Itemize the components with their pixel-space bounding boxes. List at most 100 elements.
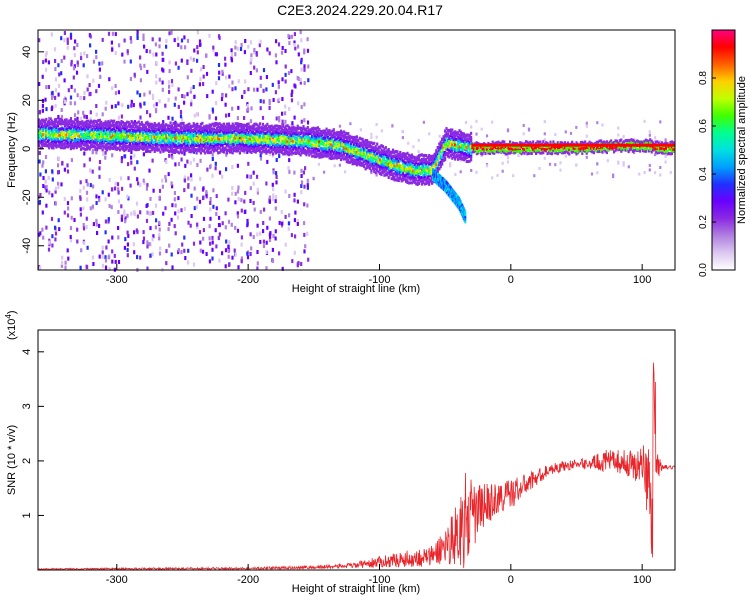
ridge-cell: [383, 147, 386, 151]
ridge-cell: [194, 142, 197, 146]
ridge-cell: [350, 140, 353, 144]
noise-cell: [247, 87, 250, 92]
ridge-cell: [40, 146, 44, 150]
ridge-cell: [267, 149, 270, 152]
ridge-cell: [188, 148, 191, 152]
ridge-cell: [381, 154, 384, 158]
ridge-cell: [366, 152, 369, 156]
noise-cell: [123, 59, 126, 64]
ridge-cell: [123, 138, 126, 142]
ridge-cell: [329, 144, 332, 148]
noise-cell: [108, 143, 111, 148]
noise-cell: [167, 172, 170, 177]
noise-cell: [293, 32, 296, 37]
noise-cell: [302, 170, 305, 175]
ridge-cell: [214, 139, 217, 143]
ridge-cell: [84, 122, 87, 126]
ridge-cell: [257, 140, 260, 144]
ridge-cell: [173, 135, 176, 139]
ridge-cell: [368, 154, 371, 158]
ridge-cell: [68, 142, 71, 146]
noise-cell: [290, 233, 293, 238]
noise-cell: [218, 35, 221, 40]
ridge-cell: [316, 141, 319, 145]
noise-cell: [617, 126, 620, 130]
noise-cell: [161, 57, 164, 62]
ridge-cell: [228, 150, 231, 154]
ridge-cell: [406, 172, 409, 176]
noise-cell: [173, 224, 176, 229]
ridge-cell: [274, 140, 278, 144]
ridge-cell: [202, 144, 205, 148]
ridge-cell: [192, 147, 195, 151]
ridge-cell: [335, 131, 338, 135]
ridge-cell: [113, 124, 116, 127]
noise-cell: [158, 44, 161, 49]
ridge-cell: [253, 142, 256, 146]
ridge-cell: [302, 125, 305, 129]
ridge-cell: [257, 138, 260, 142]
ridge-cell: [204, 146, 207, 150]
ridge-cell: [199, 142, 202, 145]
ridge-cell: [64, 136, 67, 140]
ridge-cell: [214, 146, 217, 150]
ridge-cell: [233, 138, 236, 142]
noise-cell: [281, 77, 284, 82]
ridge-cell: [287, 127, 291, 131]
noise-cell: [54, 237, 57, 242]
noise-cell: [181, 94, 184, 98]
ridge-cell: [425, 154, 428, 157]
noise-cell: [142, 236, 146, 241]
ridge-cell: [331, 137, 334, 141]
noise-cell: [417, 150, 420, 154]
noise-cell: [89, 206, 92, 211]
ridge-cell: [374, 167, 377, 171]
ridge-cell: [315, 155, 318, 159]
ridge-cell: [247, 142, 250, 146]
ridge-cell: [389, 160, 392, 164]
ridge-cell: [179, 146, 182, 150]
ridge-cell: [276, 143, 279, 146]
noise-cell: [323, 170, 326, 174]
ridge-cell: [338, 154, 341, 158]
ridge-cell: [225, 131, 228, 135]
ridge-cell: [159, 150, 162, 154]
ridge-cell: [91, 134, 94, 138]
ridge-cell: [175, 143, 178, 147]
ridge-cell: [65, 133, 68, 137]
ridge-cell: [238, 124, 241, 128]
ridge-cell: [209, 143, 213, 147]
ridge-cell: [351, 162, 354, 166]
ridge-cell: [157, 125, 161, 129]
ridge-cell: [270, 134, 273, 138]
ridge-cell: [328, 156, 331, 160]
ridge-cell: [240, 129, 243, 133]
noise-cell: [111, 259, 114, 264]
noise-cell: [142, 152, 145, 157]
ridge-cell: [140, 132, 143, 136]
noise-cell: [91, 150, 94, 155]
ridge-cell: [347, 149, 350, 153]
ridge-cell: [231, 131, 234, 135]
ridge-cell: [392, 155, 395, 158]
noise-cell: [284, 104, 287, 109]
ridge-cell: [72, 120, 75, 124]
ridge-cell: [324, 151, 327, 155]
ridge-cell: [419, 171, 422, 175]
ridge-cell: [426, 180, 429, 184]
ridge-cell: [192, 149, 195, 152]
ridge-cell: [360, 153, 363, 157]
ridge-cell: [131, 131, 135, 135]
noise-cell: [66, 201, 70, 206]
ridge-cell: [246, 147, 249, 151]
noise-cell: [259, 156, 263, 161]
ridge-cell: [428, 171, 431, 175]
ridge-cell: [42, 135, 45, 138]
ridge-cell: [79, 134, 83, 138]
ridge-cell: [108, 126, 111, 130]
ridge-cell: [254, 122, 257, 126]
ridge-cell: [256, 127, 259, 131]
ridge-cell: [394, 168, 398, 172]
noise-cell: [303, 67, 306, 72]
ridge-cell: [235, 128, 239, 132]
